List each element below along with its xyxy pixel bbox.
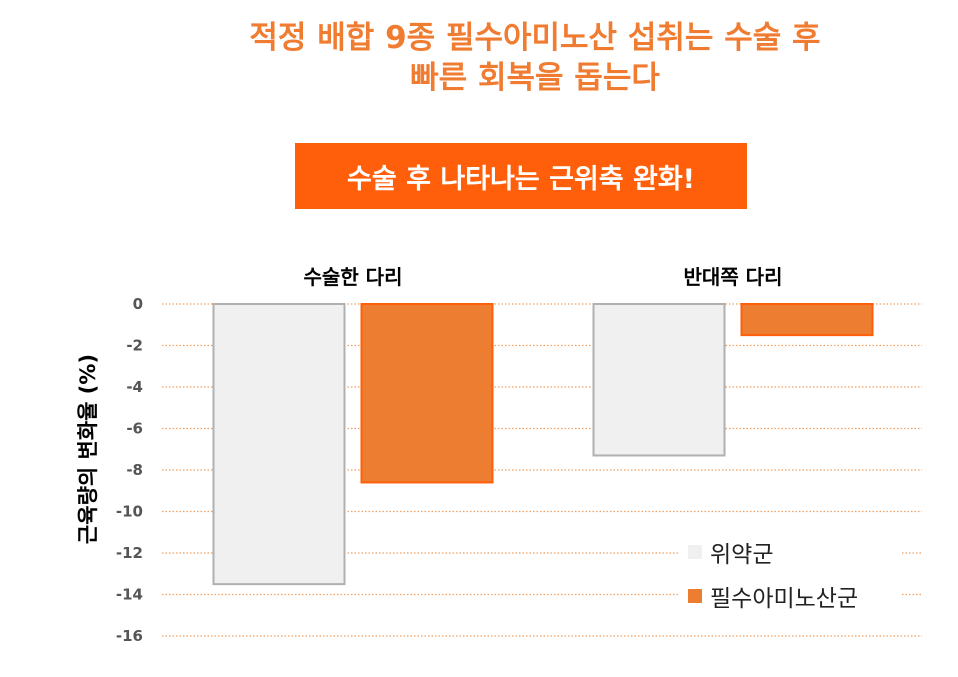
bar xyxy=(740,303,874,337)
category-label: 수술한 다리 xyxy=(304,265,403,289)
y-tick-label: -14 xyxy=(116,586,143,604)
y-axis-label: 근육량의 변화율 (%) xyxy=(76,353,100,545)
legend-label-amino: 필수아미노산군 xyxy=(710,586,859,612)
highlight-banner: 수술 후 나타나는 근위축 완화! xyxy=(295,143,747,209)
legend-swatch-amino xyxy=(688,589,702,603)
y-tick-label: -10 xyxy=(116,503,143,521)
y-tick-label: -2 xyxy=(126,337,143,355)
legend-label-placebo: 위약군 xyxy=(710,542,774,568)
legend-swatch-placebo xyxy=(688,545,702,559)
legend-item-placebo: 위약군 xyxy=(688,530,858,574)
banner-text: 수술 후 나타나는 근위축 완화! xyxy=(347,163,695,195)
y-tick-label: -16 xyxy=(116,627,143,645)
bar xyxy=(592,303,726,457)
y-tick-label: -6 xyxy=(126,420,143,438)
legend-item-amino: 필수아미노산군 xyxy=(688,574,858,618)
title-line-1: 적정 배합 9종 필수아미노산 섭취는 수술 후 xyxy=(249,20,821,56)
chart-legend: 위약군 필수아미노산군 xyxy=(688,530,858,618)
page-title: 적정 배합 9종 필수아미노산 섭취는 수술 후 빠른 회복을 돕는다 xyxy=(0,18,958,98)
category-label: 반대쪽 다리 xyxy=(684,265,783,289)
title-line-2: 빠른 회복을 돕는다 xyxy=(410,60,660,96)
y-tick-label: -4 xyxy=(126,378,143,396)
y-tick-label: -12 xyxy=(116,544,143,562)
bar xyxy=(360,303,494,484)
y-tick-label: 0 xyxy=(133,295,143,313)
y-tick-label: -8 xyxy=(126,461,143,479)
bar xyxy=(212,303,346,586)
